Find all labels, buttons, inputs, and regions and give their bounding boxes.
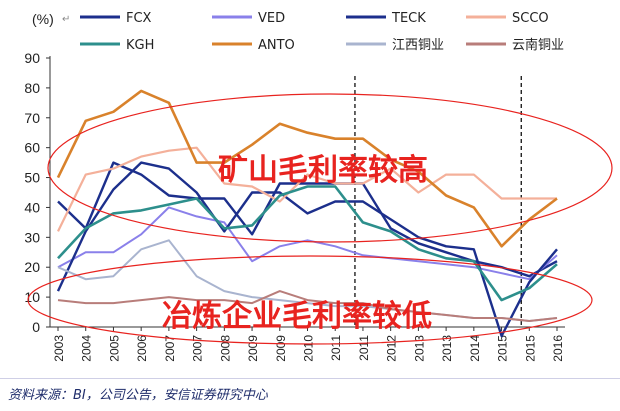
x-tick-label: 2015 [523,335,537,362]
x-tick-label: 2006 [135,335,149,362]
y-tick-label: 30 [24,229,40,245]
series-line-4 [57,146,557,232]
x-tick-label: 2010 [302,335,316,362]
return-arrow-glyph: ↵ [62,14,70,25]
x-tick-label: 2016 [551,335,565,362]
series-line-3 [56,161,558,338]
ellipse-smelting [27,255,593,345]
legend-label-2: VED [258,11,285,26]
legend-label-7: 江西铜业 [392,38,444,53]
y-axis-label: (%) [32,11,54,27]
y-tick-label: 20 [24,259,40,275]
x-tick-label: 2004 [80,335,94,362]
x-tick-label: 2011 [329,335,343,361]
line-chart: 0 10 20 30 40 50 60 70 80 90 (%) ↵ 2003 2004 2005 2006 2… [24,11,613,362]
footer-divider [0,378,620,379]
x-tick-label: 2012 [385,335,399,362]
y-tick-label: 0 [32,319,40,335]
annotation-mining-high: 矿山毛利率较高 [218,153,428,188]
y-tick-label: 50 [24,170,40,186]
y-tick-label: 40 [24,199,40,215]
x-tick-label: 2013 [440,335,454,362]
legend-label-1: FCX [126,11,152,26]
annotation-smelting-low: 冶炼企业毛利率较低 [162,299,432,334]
x-tick-label: 2014 [468,335,482,362]
x-tick-label: 2011 [357,335,371,361]
x-tick-label: 2007 [191,335,205,362]
y-tick-label: 80 [24,80,40,96]
x-tick-label: 2013 [412,335,426,362]
series-line-2 [57,206,558,281]
y-tick-label: 90 [24,50,40,66]
x-tick-label: 2003 [52,335,66,362]
y-tick-label: 10 [24,289,40,305]
series-line-5 [57,185,558,302]
series-line-6 [56,89,558,248]
ellipse-mining [47,93,613,243]
x-tick-label: 2005 [107,335,121,362]
legend-label-8: 云南铜业 [512,37,564,53]
legend-label-3: TECK [391,11,426,26]
y-tick-label: 60 [24,140,40,156]
x-tick-label: 2015 [496,335,510,362]
legend-label-6: ANTO [258,38,295,53]
series-line-8 [57,290,558,322]
x-tick-label: 2008 [218,335,232,362]
source-note: 资料来源：BI，公司公告，安信证券研究中心 [8,388,268,403]
x-tick-label: 2007 [163,335,177,362]
y-tick-label: 70 [24,110,40,126]
legend-label-4: SCCO [512,11,549,26]
x-tick-label: 2009 [246,335,260,362]
legend-label-5: KGH [126,38,154,53]
x-tick-label: 2009 [274,335,288,362]
